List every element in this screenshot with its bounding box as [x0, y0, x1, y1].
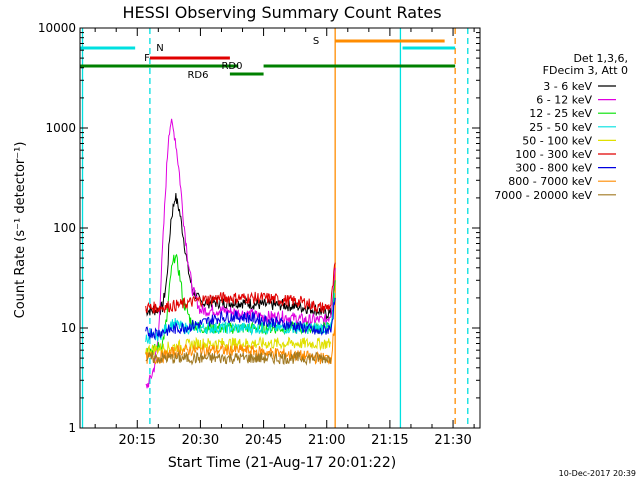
- legend-header-line: FDecim 3, Att 0: [543, 64, 628, 77]
- x-tick-label: 21:15: [371, 433, 408, 448]
- legend-header-line: Det 1,3,6,: [573, 52, 628, 65]
- y-tick-label: 1000: [45, 121, 76, 135]
- series-line-6: [145, 297, 336, 341]
- legend-entry-label: 7000 - 20000 keV: [494, 189, 592, 202]
- axes: 1 10 100 1000 10000 20:15 20:30 20:45 21:00 21:15…: [38, 21, 481, 448]
- x-tick-label: 20:15: [119, 433, 156, 448]
- x-tick-label: 21:00: [308, 433, 345, 448]
- legend-entry-label: 3 - 6 keV: [543, 80, 592, 93]
- series-line-0: [145, 193, 336, 321]
- flag-label-RD0: RD0: [221, 61, 242, 72]
- legend-entry-label: 25 - 50 keV: [529, 121, 592, 134]
- x-tick-label: 21:30: [434, 433, 471, 448]
- x-axis-label: Start Time (21-Aug-17 20:01:22): [168, 455, 396, 471]
- y-tick-label: 100: [53, 221, 76, 235]
- flag-label-S: S: [313, 36, 319, 47]
- legend-entry-label: 100 - 300 keV: [515, 148, 592, 161]
- plot-frame: [79, 27, 481, 429]
- legend-entry-label: 50 - 100 keV: [522, 134, 592, 147]
- y-axis-label: Count Rate (s⁻¹ detector⁻¹): [13, 142, 28, 319]
- chart-title: HESSI Observing Summary Count Rates: [122, 3, 441, 22]
- y-tick-label: 10000: [38, 21, 76, 35]
- plot-area: NF RD0 RD6 S: [80, 28, 469, 428]
- x-tick-label: 20:30: [182, 433, 219, 448]
- legend-entry-label: 12 - 25 keV: [529, 107, 592, 120]
- series-line-5: [145, 262, 336, 314]
- legend-entry-label: 6 - 12 keV: [536, 94, 592, 107]
- series-line-8: [145, 350, 332, 366]
- x-tick-label: 20:45: [245, 433, 282, 448]
- series-line-3: [145, 293, 336, 344]
- footer-date: 10-Dec-2017 20:39: [559, 469, 636, 478]
- y-tick-label: 1: [68, 421, 76, 435]
- flag-label-RD6: RD6: [187, 70, 208, 81]
- series-line-4: [145, 335, 332, 355]
- y-tick-label: 10: [61, 321, 76, 335]
- flag-label-N: N: [156, 43, 163, 54]
- legend-entry-label: 300 - 800 keV: [515, 162, 592, 175]
- flag-label-F: F: [144, 53, 150, 64]
- legend-entry-label: 800 - 7000 keV: [508, 175, 592, 188]
